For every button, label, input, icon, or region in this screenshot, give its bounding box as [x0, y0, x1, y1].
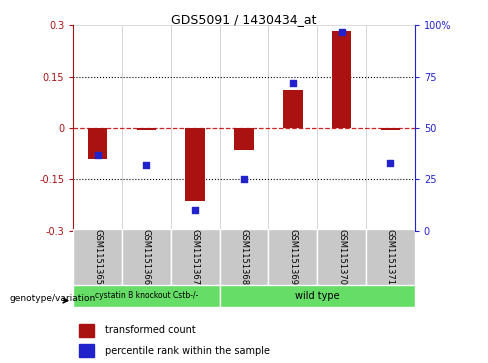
- Text: GSM1151368: GSM1151368: [240, 229, 248, 285]
- Point: [142, 162, 150, 168]
- Point: [386, 160, 394, 166]
- Text: cystatin B knockout Cstb-/-: cystatin B knockout Cstb-/-: [95, 291, 198, 300]
- Text: GSM1151371: GSM1151371: [386, 229, 395, 285]
- Bar: [122, 25, 171, 231]
- Text: GSM1151365: GSM1151365: [93, 229, 102, 285]
- Point: [338, 29, 346, 34]
- Bar: [122, 229, 171, 285]
- Text: wild type: wild type: [295, 291, 340, 301]
- Text: percentile rank within the sample: percentile rank within the sample: [105, 346, 270, 356]
- Bar: [80, 344, 94, 357]
- Bar: [234, 128, 254, 150]
- Bar: [381, 128, 400, 130]
- Bar: [366, 25, 415, 231]
- Text: genotype/variation: genotype/variation: [10, 294, 96, 303]
- Point: [240, 176, 248, 182]
- Bar: [171, 25, 220, 231]
- Bar: [317, 229, 366, 285]
- Text: GSM1151370: GSM1151370: [337, 229, 346, 285]
- Point: [191, 207, 199, 213]
- Bar: [88, 128, 107, 159]
- Text: GSM1151367: GSM1151367: [191, 229, 200, 285]
- Point: [94, 152, 102, 158]
- Bar: [220, 229, 268, 285]
- Text: transformed count: transformed count: [105, 326, 196, 335]
- Bar: [220, 25, 268, 231]
- Bar: [332, 30, 351, 128]
- Bar: [220, 285, 415, 307]
- Bar: [317, 25, 366, 231]
- Bar: [73, 285, 220, 307]
- Bar: [268, 229, 317, 285]
- Bar: [268, 25, 317, 231]
- Bar: [80, 324, 94, 337]
- Bar: [137, 128, 156, 130]
- Text: GDS5091 / 1430434_at: GDS5091 / 1430434_at: [171, 13, 317, 26]
- Point: [289, 80, 297, 86]
- Bar: [366, 229, 415, 285]
- Bar: [73, 25, 122, 231]
- Text: GSM1151366: GSM1151366: [142, 229, 151, 285]
- Bar: [283, 90, 303, 128]
- Bar: [185, 128, 205, 201]
- Bar: [73, 229, 122, 285]
- Text: GSM1151369: GSM1151369: [288, 229, 297, 285]
- Bar: [171, 229, 220, 285]
